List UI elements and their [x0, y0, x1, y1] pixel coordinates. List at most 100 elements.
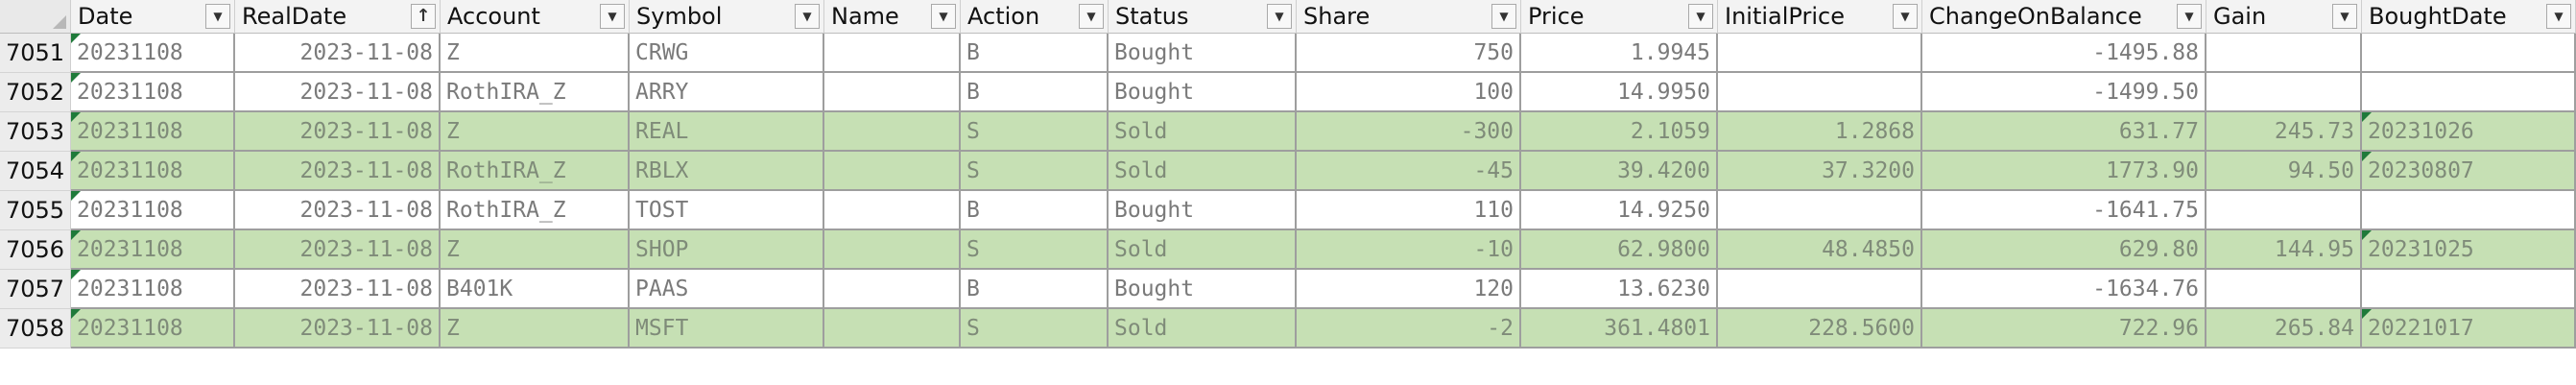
cell-status[interactable]: Sold — [1109, 230, 1297, 270]
filter-dropdown-button[interactable]: ▼ — [795, 4, 820, 29]
cell-initialprice[interactable] — [1718, 270, 1922, 309]
cell-symbol[interactable]: PAAS — [630, 270, 824, 309]
cell-initialprice[interactable] — [1718, 34, 1922, 73]
column-header-realdate[interactable]: RealDate ↑ — [235, 0, 441, 34]
cell-account[interactable]: Z — [441, 230, 630, 270]
cell-status[interactable]: Sold — [1109, 152, 1297, 191]
row-header[interactable]: 7055 — [0, 191, 71, 230]
row-header[interactable]: 7053 — [0, 112, 71, 152]
cell-share[interactable]: -45 — [1297, 152, 1521, 191]
column-header-action[interactable]: Action ▼ — [961, 0, 1109, 34]
cell-changeonbalance[interactable]: 1773.90 — [1922, 152, 2206, 191]
filter-dropdown-button[interactable]: ▼ — [2177, 4, 2202, 29]
cell-name[interactable] — [824, 112, 961, 152]
cell-share[interactable]: 750 — [1297, 34, 1521, 73]
column-header-boughtdate[interactable]: BoughtDate ▼ — [2362, 0, 2576, 34]
cell-name[interactable] — [824, 309, 961, 349]
cell-name[interactable] — [824, 270, 961, 309]
cell-price[interactable]: 1.9945 — [1521, 34, 1718, 73]
cell-gain[interactable]: 144.95 — [2206, 230, 2362, 270]
cell-name[interactable] — [824, 73, 961, 112]
cell-boughtdate[interactable] — [2362, 270, 2576, 309]
cell-date[interactable]: 20231108 — [71, 152, 235, 191]
cell-name[interactable] — [824, 152, 961, 191]
cell-gain[interactable] — [2206, 270, 2362, 309]
cell-date[interactable]: 20231108 — [71, 112, 235, 152]
cell-boughtdate[interactable] — [2362, 73, 2576, 112]
cell-gain[interactable] — [2206, 34, 2362, 73]
cell-account[interactable]: RothIRA_Z — [441, 152, 630, 191]
filter-dropdown-button[interactable]: ▼ — [2546, 4, 2571, 29]
cell-boughtdate[interactable] — [2362, 34, 2576, 73]
cell-action[interactable]: B — [961, 270, 1109, 309]
cell-symbol[interactable]: TOST — [630, 191, 824, 230]
select-all-corner[interactable] — [0, 0, 71, 34]
cell-changeonbalance[interactable]: -1634.76 — [1922, 270, 2206, 309]
row-header[interactable]: 7051 — [0, 34, 71, 73]
row-header[interactable]: 7056 — [0, 230, 71, 270]
cell-boughtdate[interactable]: 20231025 — [2362, 230, 2576, 270]
cell-changeonbalance[interactable]: 629.80 — [1922, 230, 2206, 270]
cell-realdate[interactable]: 2023-11-08 — [235, 309, 441, 349]
column-header-account[interactable]: Account ▼ — [441, 0, 630, 34]
cell-account[interactable]: RothIRA_Z — [441, 73, 630, 112]
cell-date[interactable]: 20231108 — [71, 270, 235, 309]
cell-share[interactable]: 110 — [1297, 191, 1521, 230]
cell-symbol[interactable]: MSFT — [630, 309, 824, 349]
row-header[interactable]: 7054 — [0, 152, 71, 191]
cell-action[interactable]: S — [961, 152, 1109, 191]
cell-price[interactable]: 39.4200 — [1521, 152, 1718, 191]
cell-date[interactable]: 20231108 — [71, 34, 235, 73]
cell-date[interactable]: 20231108 — [71, 191, 235, 230]
filter-dropdown-button[interactable]: ▼ — [1267, 4, 1292, 29]
cell-account[interactable]: Z — [441, 309, 630, 349]
cell-status[interactable]: Bought — [1109, 34, 1297, 73]
cell-share[interactable]: -300 — [1297, 112, 1521, 152]
cell-symbol[interactable]: CRWG — [630, 34, 824, 73]
cell-price[interactable]: 13.6230 — [1521, 270, 1718, 309]
cell-realdate[interactable]: 2023-11-08 — [235, 191, 441, 230]
column-header-name[interactable]: Name ▼ — [824, 0, 961, 34]
cell-name[interactable] — [824, 230, 961, 270]
row-header[interactable]: 7057 — [0, 270, 71, 309]
row-header[interactable]: 7058 — [0, 309, 71, 349]
cell-status[interactable]: Sold — [1109, 112, 1297, 152]
cell-name[interactable] — [824, 191, 961, 230]
cell-realdate[interactable]: 2023-11-08 — [235, 270, 441, 309]
cell-symbol[interactable]: REAL — [630, 112, 824, 152]
column-header-changeonbalance[interactable]: ChangeOnBalance ▼ — [1922, 0, 2206, 34]
cell-price[interactable]: 62.9800 — [1521, 230, 1718, 270]
cell-price[interactable]: 2.1059 — [1521, 112, 1718, 152]
column-header-symbol[interactable]: Symbol ▼ — [630, 0, 824, 34]
cell-action[interactable]: B — [961, 73, 1109, 112]
cell-changeonbalance[interactable]: -1641.75 — [1922, 191, 2206, 230]
cell-initialprice[interactable]: 37.3200 — [1718, 152, 1922, 191]
cell-changeonbalance[interactable]: 631.77 — [1922, 112, 2206, 152]
cell-symbol[interactable]: ARRY — [630, 73, 824, 112]
cell-share[interactable]: -10 — [1297, 230, 1521, 270]
cell-initialprice[interactable] — [1718, 73, 1922, 112]
cell-status[interactable]: Bought — [1109, 191, 1297, 230]
column-header-initialprice[interactable]: InitialPrice ▼ — [1718, 0, 1922, 34]
column-header-gain[interactable]: Gain ▼ — [2206, 0, 2362, 34]
filter-dropdown-button[interactable]: ▼ — [600, 4, 625, 29]
filter-dropdown-button[interactable]: ↑ — [411, 4, 436, 29]
column-header-status[interactable]: Status ▼ — [1109, 0, 1297, 34]
filter-dropdown-button[interactable]: ▼ — [205, 4, 230, 29]
cell-status[interactable]: Sold — [1109, 309, 1297, 349]
cell-account[interactable]: B401K — [441, 270, 630, 309]
filter-dropdown-button[interactable]: ▼ — [1893, 4, 1918, 29]
cell-action[interactable]: S — [961, 112, 1109, 152]
cell-symbol[interactable]: SHOP — [630, 230, 824, 270]
cell-initialprice[interactable]: 1.2868 — [1718, 112, 1922, 152]
cell-boughtdate[interactable]: 20231026 — [2362, 112, 2576, 152]
cell-realdate[interactable]: 2023-11-08 — [235, 73, 441, 112]
cell-action[interactable]: S — [961, 309, 1109, 349]
cell-name[interactable] — [824, 34, 961, 73]
filter-dropdown-button[interactable]: ▼ — [1688, 4, 1713, 29]
column-header-price[interactable]: Price ▼ — [1521, 0, 1718, 34]
cell-realdate[interactable]: 2023-11-08 — [235, 34, 441, 73]
cell-action[interactable]: B — [961, 34, 1109, 73]
cell-gain[interactable] — [2206, 73, 2362, 112]
cell-gain[interactable]: 245.73 — [2206, 112, 2362, 152]
